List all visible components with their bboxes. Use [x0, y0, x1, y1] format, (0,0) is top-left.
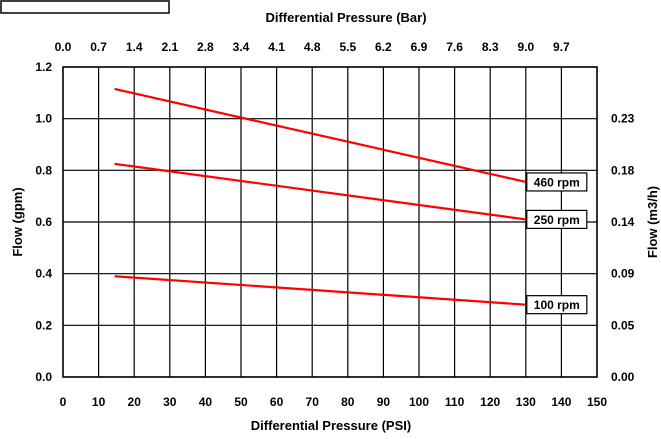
y2-tick-label: 0.05: [611, 318, 635, 332]
series-label-box: [526, 295, 588, 315]
x-tick-label: 80: [341, 395, 355, 409]
x-tick-label: 120: [480, 395, 500, 409]
series-label: 460 rpm: [534, 175, 580, 189]
x-tick-label: 40: [199, 395, 213, 409]
top-tick-label: 4.1: [268, 40, 285, 54]
series-label: 250 rpm: [534, 213, 580, 227]
x-tick-label: 0: [60, 395, 67, 409]
y-tick-label: 1.0: [35, 112, 52, 126]
x-axis-title: Differential Pressure (PSI): [251, 418, 411, 433]
top-tick-label: 3.4: [233, 40, 250, 54]
series-lines: [114, 87, 527, 306]
y2-tick-label: 0.18: [611, 163, 635, 177]
y-tick-label: 0.2: [35, 318, 52, 332]
series-line: [114, 87, 527, 184]
y2-tick-labels: 0.00 0.05 0.09 0.14 0.18 0.23: [611, 112, 635, 384]
y-axis-title: Flow (gpm): [10, 187, 25, 256]
x-tick-label: 150: [587, 395, 607, 409]
top-tick-label: 2.1: [161, 40, 178, 54]
grid: [62, 66, 598, 378]
series-line: [114, 275, 526, 306]
y2-axis-title: Flow (m3/h): [645, 186, 660, 258]
x-tick-label: 60: [270, 395, 284, 409]
y2-tick-label: 0.00: [611, 370, 635, 384]
top-tick-label: 8.3: [482, 40, 499, 54]
x-tick-label: 130: [516, 395, 536, 409]
y-tick-label: 0.0: [35, 370, 52, 384]
y-tick-label: 1.2: [35, 60, 52, 74]
top-tick-label: 1.4: [126, 40, 143, 54]
y-tick-label: 0.8: [35, 163, 52, 177]
top-tick-label: 5.5: [339, 40, 356, 54]
plot-border: [62, 66, 598, 378]
x-tick-label: 10: [92, 395, 106, 409]
top-tick-label: 0.0: [55, 40, 72, 54]
series-labels: 460 rpm 250 rpm 100 rpm: [526, 172, 588, 315]
top-tick-label: 9.0: [517, 40, 534, 54]
series-label-box: [526, 209, 588, 230]
x-tick-label: 70: [306, 395, 320, 409]
x-tick-label: 110: [445, 395, 465, 409]
series-line: [114, 162, 526, 221]
x-tick-label: 50: [234, 395, 248, 409]
top-tick-label: 0.7: [90, 40, 107, 54]
top-tick-labels: 0.0 0.7 1.4 2.1 2.8 3.4 4.1 4.8 5.5 6.2 6.9 7.6 8.3 9…: [55, 40, 570, 54]
y2-tick-label: 0.09: [611, 267, 635, 281]
x-tick-label: 140: [551, 395, 571, 409]
y2-tick-label: 0.23: [611, 112, 635, 126]
x-tick-labels: 0 10 20 30 40 50 60 70 80 90 100 110 120 130 140 150: [60, 395, 608, 409]
corner-box: [0, 0, 170, 14]
x-tick-label: 100: [409, 395, 429, 409]
y-tick-label: 0.6: [35, 215, 52, 229]
top-tick-label: 6.2: [375, 40, 392, 54]
top-tick-label: 9.7: [553, 40, 570, 54]
x-tick-label: 20: [128, 395, 142, 409]
series-label: 100 rpm: [534, 298, 580, 312]
top-tick-label: 4.8: [304, 40, 321, 54]
top-tick-label: 7.6: [446, 40, 463, 54]
y2-tick-label: 0.14: [611, 215, 635, 229]
x-tick-label: 30: [163, 395, 177, 409]
y-tick-labels: 0.0 0.2 0.4 0.6 0.8 1.0 1.2: [35, 60, 52, 384]
top-axis-title: Differential Pressure (Bar): [265, 10, 426, 25]
series-label-box: [526, 172, 588, 192]
y-tick-label: 0.4: [35, 267, 52, 281]
plot-frame: [62, 66, 598, 378]
x-tick-label: 90: [377, 395, 391, 409]
top-tick-label: 6.9: [411, 40, 428, 54]
top-tick-label: 2.8: [197, 40, 214, 54]
